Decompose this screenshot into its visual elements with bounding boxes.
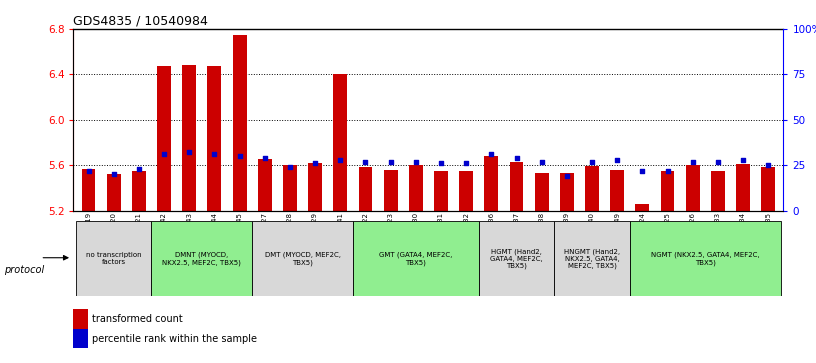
Bar xyxy=(258,159,272,211)
Bar xyxy=(661,171,675,211)
Bar xyxy=(233,35,246,211)
Bar xyxy=(384,170,397,211)
Point xyxy=(712,159,725,164)
Point xyxy=(459,160,472,166)
Bar xyxy=(711,171,725,211)
Bar xyxy=(459,171,473,211)
Bar xyxy=(76,221,152,296)
Point xyxy=(610,157,623,163)
Text: GDS4835 / 10540984: GDS4835 / 10540984 xyxy=(73,15,208,28)
Bar xyxy=(685,165,699,211)
Point xyxy=(82,168,95,174)
Point xyxy=(233,153,246,159)
Point xyxy=(410,159,423,164)
Bar xyxy=(761,167,775,211)
Text: GMT (GATA4, MEF2C,
TBX5): GMT (GATA4, MEF2C, TBX5) xyxy=(379,252,453,266)
Point xyxy=(157,151,171,157)
Bar xyxy=(353,221,479,296)
Bar xyxy=(182,65,196,211)
Text: HNGMT (Hand2,
NKX2.5, GATA4,
MEF2C, TBX5): HNGMT (Hand2, NKX2.5, GATA4, MEF2C, TBX5… xyxy=(564,248,620,269)
Point xyxy=(561,173,574,179)
Point xyxy=(737,157,750,163)
Bar xyxy=(554,221,630,296)
Bar xyxy=(736,164,750,211)
Point xyxy=(384,159,397,164)
Bar xyxy=(534,173,548,211)
Text: protocol: protocol xyxy=(4,265,44,276)
Point xyxy=(183,150,196,155)
Bar xyxy=(308,163,322,211)
Point xyxy=(686,159,699,164)
Point xyxy=(132,166,145,172)
Bar xyxy=(334,74,348,211)
Point xyxy=(661,168,674,174)
Point xyxy=(208,151,221,157)
Bar xyxy=(107,174,121,211)
Bar xyxy=(560,173,574,211)
Point xyxy=(107,171,120,177)
Text: percentile rank within the sample: percentile rank within the sample xyxy=(92,334,257,344)
Bar xyxy=(132,171,146,211)
Point xyxy=(510,155,523,161)
Bar xyxy=(409,165,423,211)
Bar xyxy=(152,221,252,296)
Bar xyxy=(636,204,650,211)
Point xyxy=(761,162,774,168)
Bar xyxy=(485,156,499,211)
Bar xyxy=(82,168,95,211)
Bar xyxy=(358,167,372,211)
Bar xyxy=(434,171,448,211)
Text: DMT (MYOCD, MEF2C,
TBX5): DMT (MYOCD, MEF2C, TBX5) xyxy=(264,252,340,266)
Point xyxy=(485,151,498,157)
Bar xyxy=(252,221,353,296)
Point xyxy=(334,157,347,163)
Text: transformed count: transformed count xyxy=(92,314,183,325)
Bar xyxy=(630,221,781,296)
Bar xyxy=(283,165,297,211)
Text: no transcription
factors: no transcription factors xyxy=(86,252,141,265)
Point xyxy=(636,168,649,174)
Text: HGMT (Hand2,
GATA4, MEF2C,
TBX5): HGMT (Hand2, GATA4, MEF2C, TBX5) xyxy=(490,248,543,269)
Bar xyxy=(207,66,221,211)
FancyArrowPatch shape xyxy=(43,256,68,260)
Bar xyxy=(509,162,523,211)
Point xyxy=(586,159,599,164)
Point xyxy=(308,160,322,166)
Point xyxy=(535,159,548,164)
Point xyxy=(359,159,372,164)
Bar xyxy=(610,170,624,211)
Bar xyxy=(479,221,554,296)
Point xyxy=(434,160,447,166)
Bar xyxy=(585,166,599,211)
Point xyxy=(283,164,296,170)
Text: DMNT (MYOCD,
NKX2.5, MEF2C, TBX5): DMNT (MYOCD, NKX2.5, MEF2C, TBX5) xyxy=(162,252,242,266)
Bar xyxy=(157,66,171,211)
Point xyxy=(258,155,271,161)
Text: NGMT (NKX2.5, GATA4, MEF2C,
TBX5): NGMT (NKX2.5, GATA4, MEF2C, TBX5) xyxy=(651,252,760,266)
